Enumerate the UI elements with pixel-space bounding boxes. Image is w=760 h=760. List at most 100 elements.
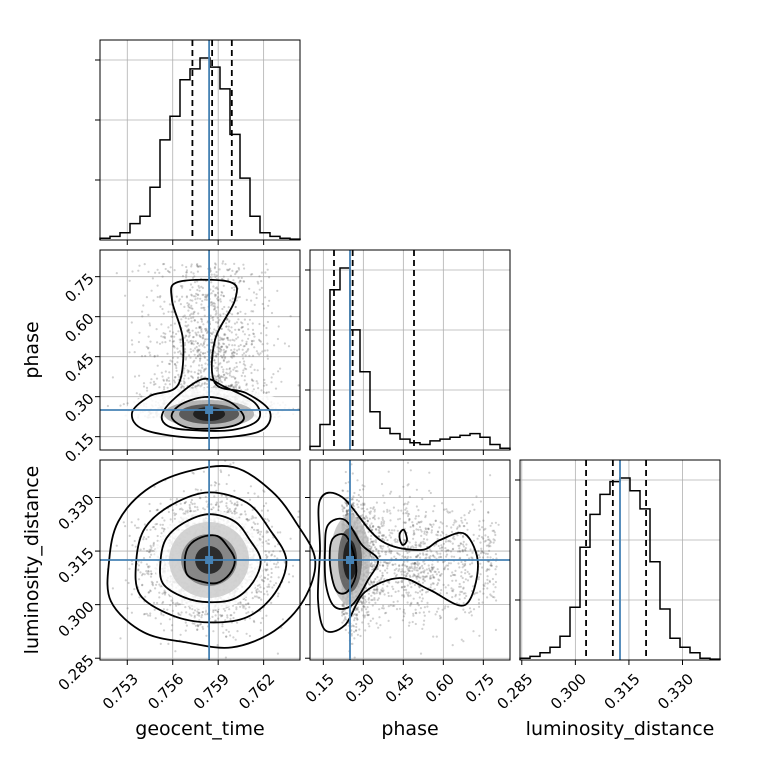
sample-point <box>213 351 216 354</box>
sample-point <box>148 565 151 568</box>
sample-point <box>145 563 148 566</box>
sample-point <box>194 340 197 343</box>
sample-point <box>250 310 253 313</box>
sample-point <box>220 500 224 503</box>
sample-point <box>198 325 201 328</box>
sample-point <box>197 312 200 315</box>
sample-point <box>252 291 256 294</box>
sample-point <box>185 271 188 274</box>
sample-point <box>258 583 261 587</box>
sample-point <box>213 359 216 362</box>
sample-point <box>268 299 271 302</box>
sample-point <box>196 610 199 613</box>
sample-point <box>212 506 215 509</box>
sample-point <box>215 501 218 504</box>
sample-point <box>256 352 259 355</box>
sample-point <box>184 324 187 327</box>
sample-point <box>119 404 122 407</box>
sample-point <box>149 614 152 617</box>
sample-point <box>191 376 195 379</box>
sample-point <box>224 377 227 381</box>
sample-point <box>172 340 176 343</box>
sample-point <box>185 624 188 627</box>
sample-point <box>214 614 217 617</box>
sample-point <box>193 622 196 625</box>
sample-point <box>144 595 147 598</box>
sample-point <box>219 501 222 504</box>
sample-point <box>184 334 187 337</box>
sample-point <box>252 310 255 313</box>
sample-point <box>168 339 171 342</box>
sample-point <box>203 381 206 384</box>
sample-point <box>291 564 295 567</box>
sample-point <box>247 611 250 614</box>
sample-point <box>266 562 269 565</box>
sample-point <box>185 265 188 269</box>
sample-point <box>212 386 215 389</box>
sample-point <box>233 508 237 511</box>
sample-point <box>138 331 141 334</box>
sample-point <box>183 336 186 339</box>
sample-point <box>226 372 229 375</box>
sample-point <box>165 379 168 382</box>
sample-point <box>213 273 216 276</box>
sample-point <box>156 295 159 299</box>
sample-point <box>243 510 247 513</box>
sample-point <box>210 276 213 280</box>
sample-point <box>213 293 216 296</box>
sample-point <box>225 502 228 505</box>
sample-point <box>167 270 170 273</box>
sample-point <box>214 313 217 316</box>
sample-point <box>210 341 213 344</box>
sample-point <box>230 384 233 387</box>
sample-point <box>235 299 238 302</box>
sample-point <box>227 328 230 331</box>
sample-point <box>156 508 159 511</box>
sample-point <box>196 628 199 632</box>
sample-point <box>252 528 256 531</box>
sample-point <box>215 354 218 358</box>
sample-point <box>236 630 239 633</box>
sample-point <box>267 304 270 307</box>
sample-point <box>265 263 268 266</box>
sample-point <box>223 333 226 337</box>
sample-point <box>266 568 269 571</box>
sample-point <box>200 614 204 617</box>
sample-point <box>218 318 221 321</box>
sample-point <box>236 501 239 504</box>
sample-point <box>256 588 259 591</box>
sample-point <box>240 321 243 324</box>
sample-point <box>229 299 232 302</box>
sample-point <box>153 355 156 358</box>
sample-point <box>291 575 295 578</box>
sample-point <box>263 490 266 493</box>
sample-point <box>214 367 217 370</box>
sample-point <box>222 260 225 263</box>
sample-point <box>180 507 183 510</box>
sample-point <box>218 375 221 378</box>
sample-point <box>260 389 263 392</box>
sample-point <box>228 385 232 388</box>
sample-point <box>199 265 202 268</box>
sample-point <box>264 568 267 571</box>
sample-point <box>220 290 223 294</box>
sample-point <box>252 516 255 519</box>
sample-point <box>187 324 190 327</box>
sample-point <box>180 338 183 341</box>
sample-point <box>252 388 255 391</box>
sample-point <box>222 342 225 345</box>
sample-point <box>262 504 266 508</box>
sample-point <box>217 373 221 376</box>
sample-point <box>274 566 277 569</box>
sample-point <box>210 338 213 341</box>
sample-point <box>192 340 195 343</box>
sample-point <box>222 295 225 298</box>
sample-point <box>142 538 145 541</box>
sample-point <box>260 271 263 274</box>
sample-point <box>248 518 251 522</box>
sample-point <box>228 320 231 323</box>
sample-point <box>197 265 200 268</box>
sample-point <box>148 502 151 506</box>
sample-point <box>228 368 231 371</box>
sample-point <box>199 325 202 328</box>
